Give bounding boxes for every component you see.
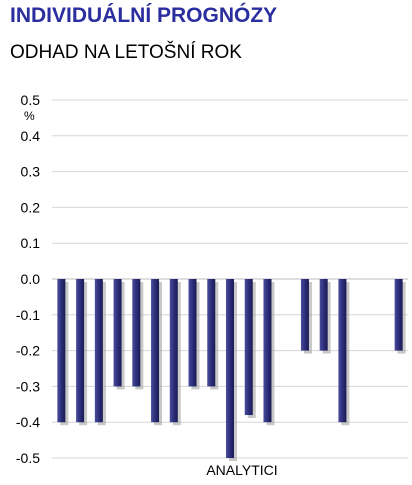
y-tick-label: -0.4 (16, 414, 40, 430)
bar (226, 279, 234, 458)
y-axis-unit: % (24, 109, 35, 123)
y-tick-label: -0.3 (16, 378, 40, 394)
bar (338, 279, 347, 423)
chart-subtitle: ODHAD NA LETOŠNÍ ROK (10, 42, 242, 63)
bar (207, 279, 216, 387)
chart-title: INDIVIDUÁLNÍ PROGNÓZY (10, 4, 278, 27)
bar (394, 279, 403, 351)
y-tick-label: 0.5 (21, 92, 41, 108)
y-tick-label: -0.1 (16, 307, 40, 323)
bar (188, 279, 197, 387)
bar (300, 279, 309, 351)
bar (151, 279, 160, 423)
y-tick-label: -0.5 (16, 450, 40, 466)
bar (57, 279, 66, 423)
bar (263, 279, 272, 423)
bar (94, 279, 103, 423)
bar (244, 279, 253, 416)
y-tick-label: -0.2 (16, 343, 40, 359)
bars (57, 279, 406, 461)
y-tick-label: 0.2 (21, 199, 41, 215)
bar (113, 279, 122, 387)
x-axis-label: ANALYTICI (206, 462, 277, 478)
bar (76, 279, 85, 423)
bar (132, 279, 141, 387)
y-tick-label: 0.0 (21, 271, 41, 287)
y-tick-label: 0.3 (21, 164, 41, 180)
bar (319, 279, 328, 351)
y-tick-label: 0.4 (21, 128, 41, 144)
y-tick-label: 0.1 (21, 235, 41, 251)
bar (169, 279, 178, 423)
y-axis-ticks: 0.5 0.4 0.3 0.2 0.1 0.0 -0.1 -0.2 -0.3 -0.4 -0.5 (16, 92, 40, 466)
